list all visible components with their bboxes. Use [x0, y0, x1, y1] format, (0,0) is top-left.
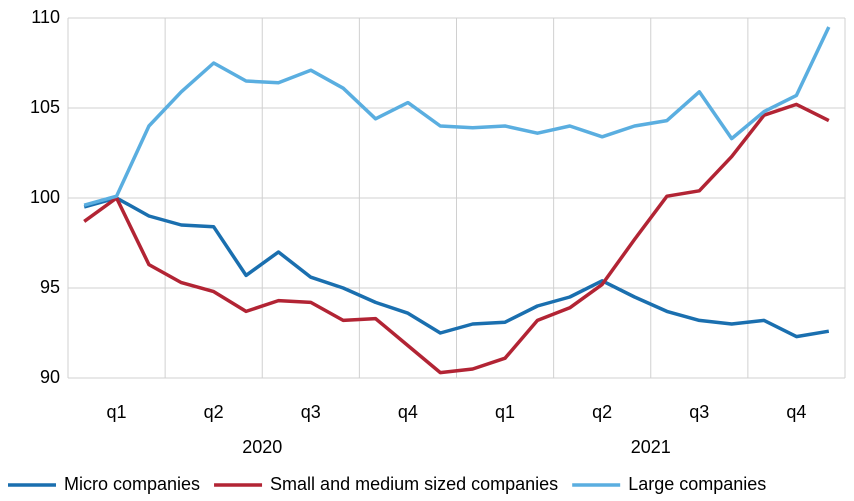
x-tick-label: q3 — [689, 402, 709, 422]
line — [83, 102, 830, 375]
x-group-label: 2020 — [242, 437, 282, 457]
x-tick-label: q3 — [301, 402, 321, 422]
x-tick-label: q1 — [495, 402, 515, 422]
x-tick-label: q4 — [398, 402, 418, 422]
x-group-label: 2021 — [631, 437, 671, 457]
x-tick-label: q2 — [592, 402, 612, 422]
y-tick-label: 95 — [40, 277, 60, 297]
line — [83, 26, 831, 207]
x-tick-label: q1 — [107, 402, 127, 422]
legend-label: Micro companies — [64, 474, 200, 494]
x-tick-label: q4 — [786, 402, 806, 422]
y-tick-label: 110 — [31, 7, 60, 27]
y-tick-label: 100 — [30, 187, 60, 207]
y-tick-label: 90 — [40, 367, 60, 387]
line — [83, 196, 830, 339]
legend-label: Small and medium sized companies — [270, 474, 558, 494]
x-tick-label: q2 — [204, 402, 224, 422]
y-tick-label: 105 — [30, 97, 60, 117]
legend-label: Large companies — [628, 474, 766, 494]
